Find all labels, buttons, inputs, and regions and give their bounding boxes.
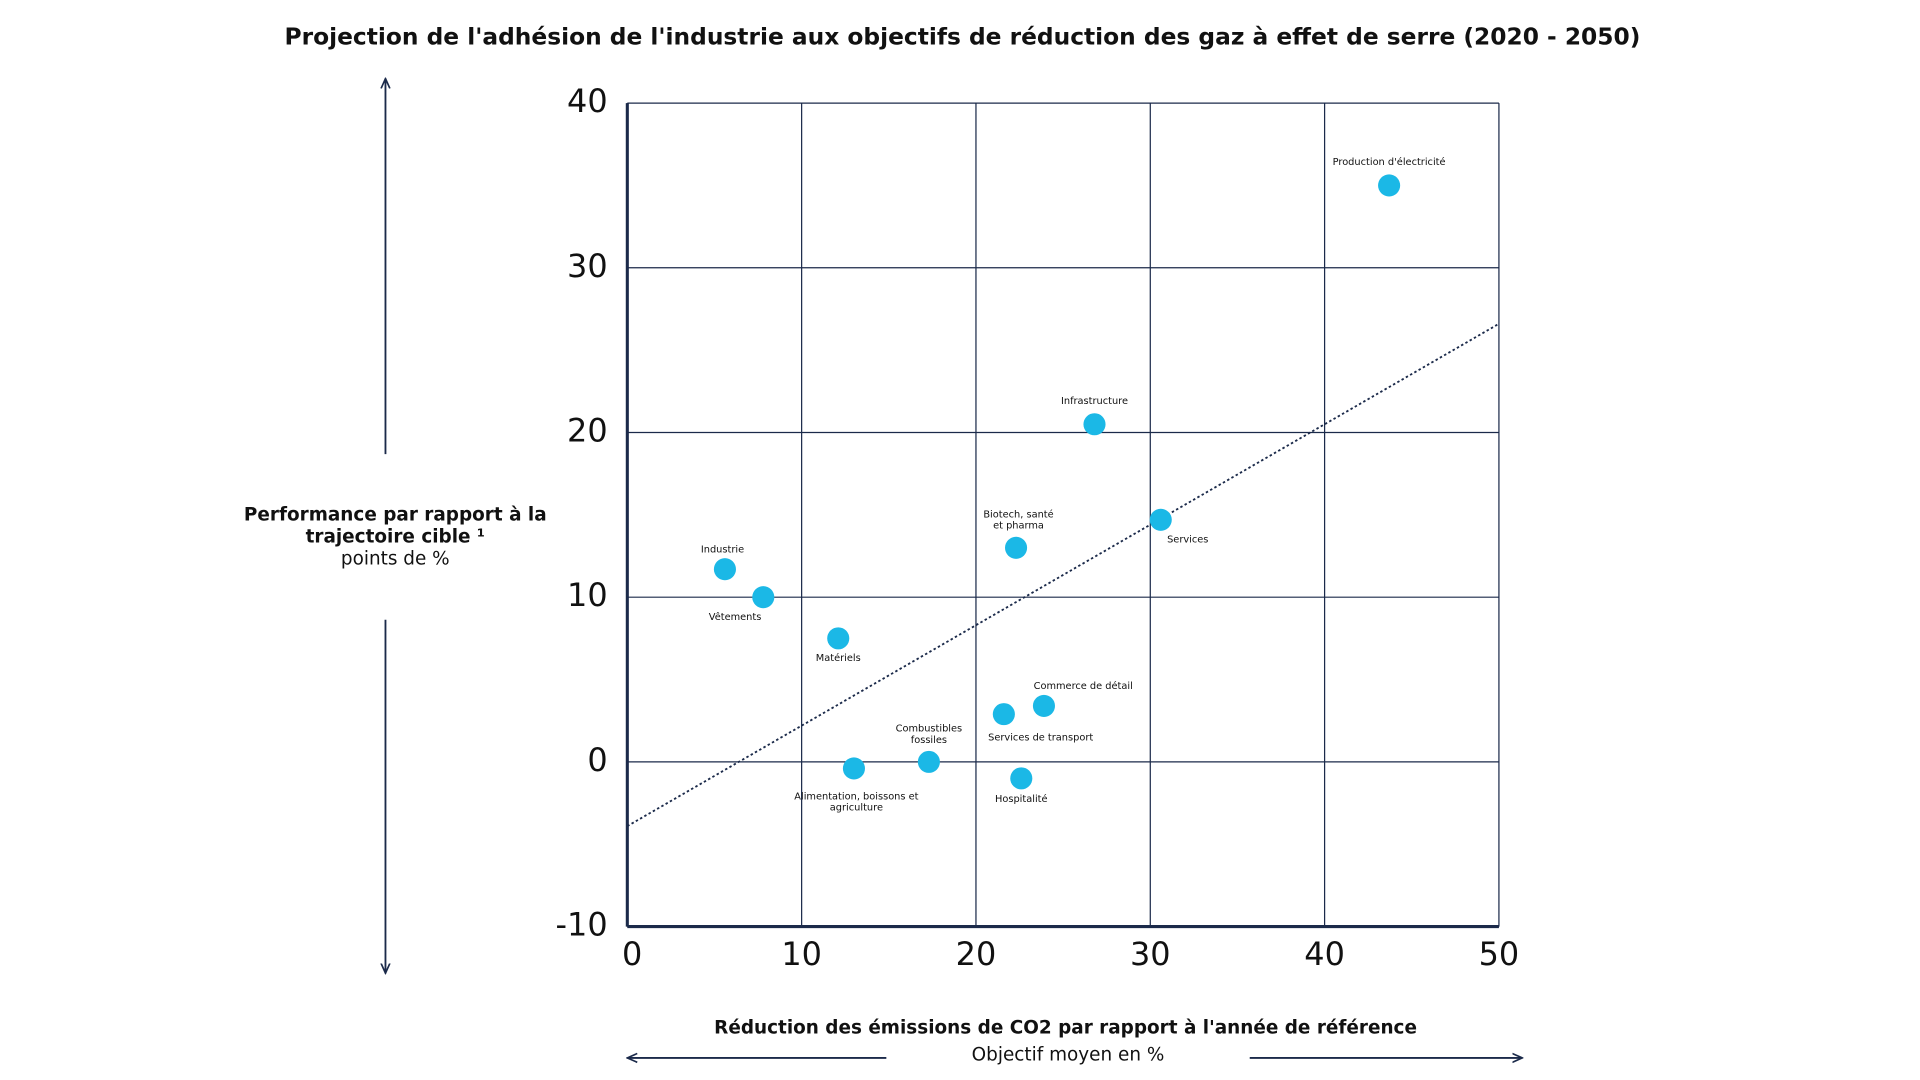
data-point — [1083, 413, 1106, 436]
data-point — [713, 558, 736, 581]
point-label: Hospitalité — [995, 793, 1048, 805]
point-label: Production d'électricité — [1333, 156, 1446, 168]
x-tick-label: 20 — [956, 935, 997, 973]
point-label: Biotech, santé — [983, 509, 1053, 521]
x-tick-label: 50 — [1479, 935, 1520, 973]
chart-title: Projection de l'adhésion de l'industrie … — [285, 24, 1641, 51]
point-label: fossiles — [911, 735, 947, 746]
data-point — [1032, 694, 1055, 717]
y-tick-label: 20 — [567, 411, 608, 449]
y-axis-sublabel: points de % — [341, 549, 450, 570]
y-tick-label: 0 — [587, 741, 607, 779]
x-tick-label: 40 — [1304, 935, 1345, 973]
y-axis-label: trajectoire cible ¹ — [306, 527, 485, 548]
data-point — [1149, 508, 1172, 531]
point-label: Alimentation, boissons et — [794, 792, 918, 803]
x-axis-label: Réduction des émissions de CO2 par rappo… — [714, 1017, 1417, 1038]
x-axis-sublabel: Objectif moyen en % — [972, 1044, 1165, 1065]
y-tick-label: 40 — [567, 82, 608, 120]
point-label: Vêtements — [709, 611, 762, 623]
y-axis-label: Performance par rapport à la — [244, 504, 547, 525]
point-label: Commerce de détail — [1034, 680, 1133, 692]
data-point — [992, 703, 1015, 726]
point-label: Industrie — [701, 545, 744, 556]
y-tick-label: 10 — [567, 576, 608, 614]
point-label: agriculture — [830, 803, 883, 814]
x-tick-label: 30 — [1130, 935, 1171, 973]
point-label: Services de transport — [988, 732, 1093, 743]
data-point — [842, 757, 865, 780]
point-label: et pharma — [993, 521, 1044, 532]
point-label: Infrastructure — [1061, 396, 1128, 407]
data-point — [827, 627, 850, 650]
data-point — [917, 750, 940, 773]
y-tick-label: -10 — [556, 906, 608, 944]
point-label: Services — [1167, 534, 1208, 545]
point-label: Matériels — [816, 652, 861, 664]
y-tick-label: 30 — [567, 247, 608, 285]
data-point — [1010, 767, 1033, 790]
trend-line — [626, 322, 1500, 827]
x-tick-label: 0 — [622, 935, 642, 973]
x-tick-label: 10 — [781, 935, 822, 973]
data-point — [752, 586, 775, 609]
data-point — [1005, 536, 1028, 559]
point-label: Combustibles — [896, 724, 963, 735]
data-point — [1378, 174, 1401, 197]
